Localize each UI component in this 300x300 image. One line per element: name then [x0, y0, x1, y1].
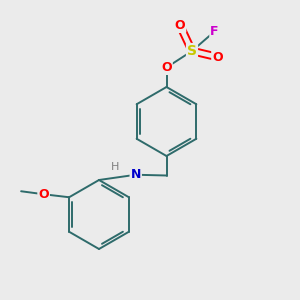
- Text: O: O: [38, 188, 49, 201]
- Text: O: O: [161, 61, 172, 74]
- Text: S: S: [187, 44, 197, 58]
- Text: O: O: [212, 50, 223, 64]
- Text: N: N: [130, 168, 141, 181]
- Text: F: F: [210, 25, 219, 38]
- Text: O: O: [175, 19, 185, 32]
- Text: H: H: [111, 162, 119, 172]
